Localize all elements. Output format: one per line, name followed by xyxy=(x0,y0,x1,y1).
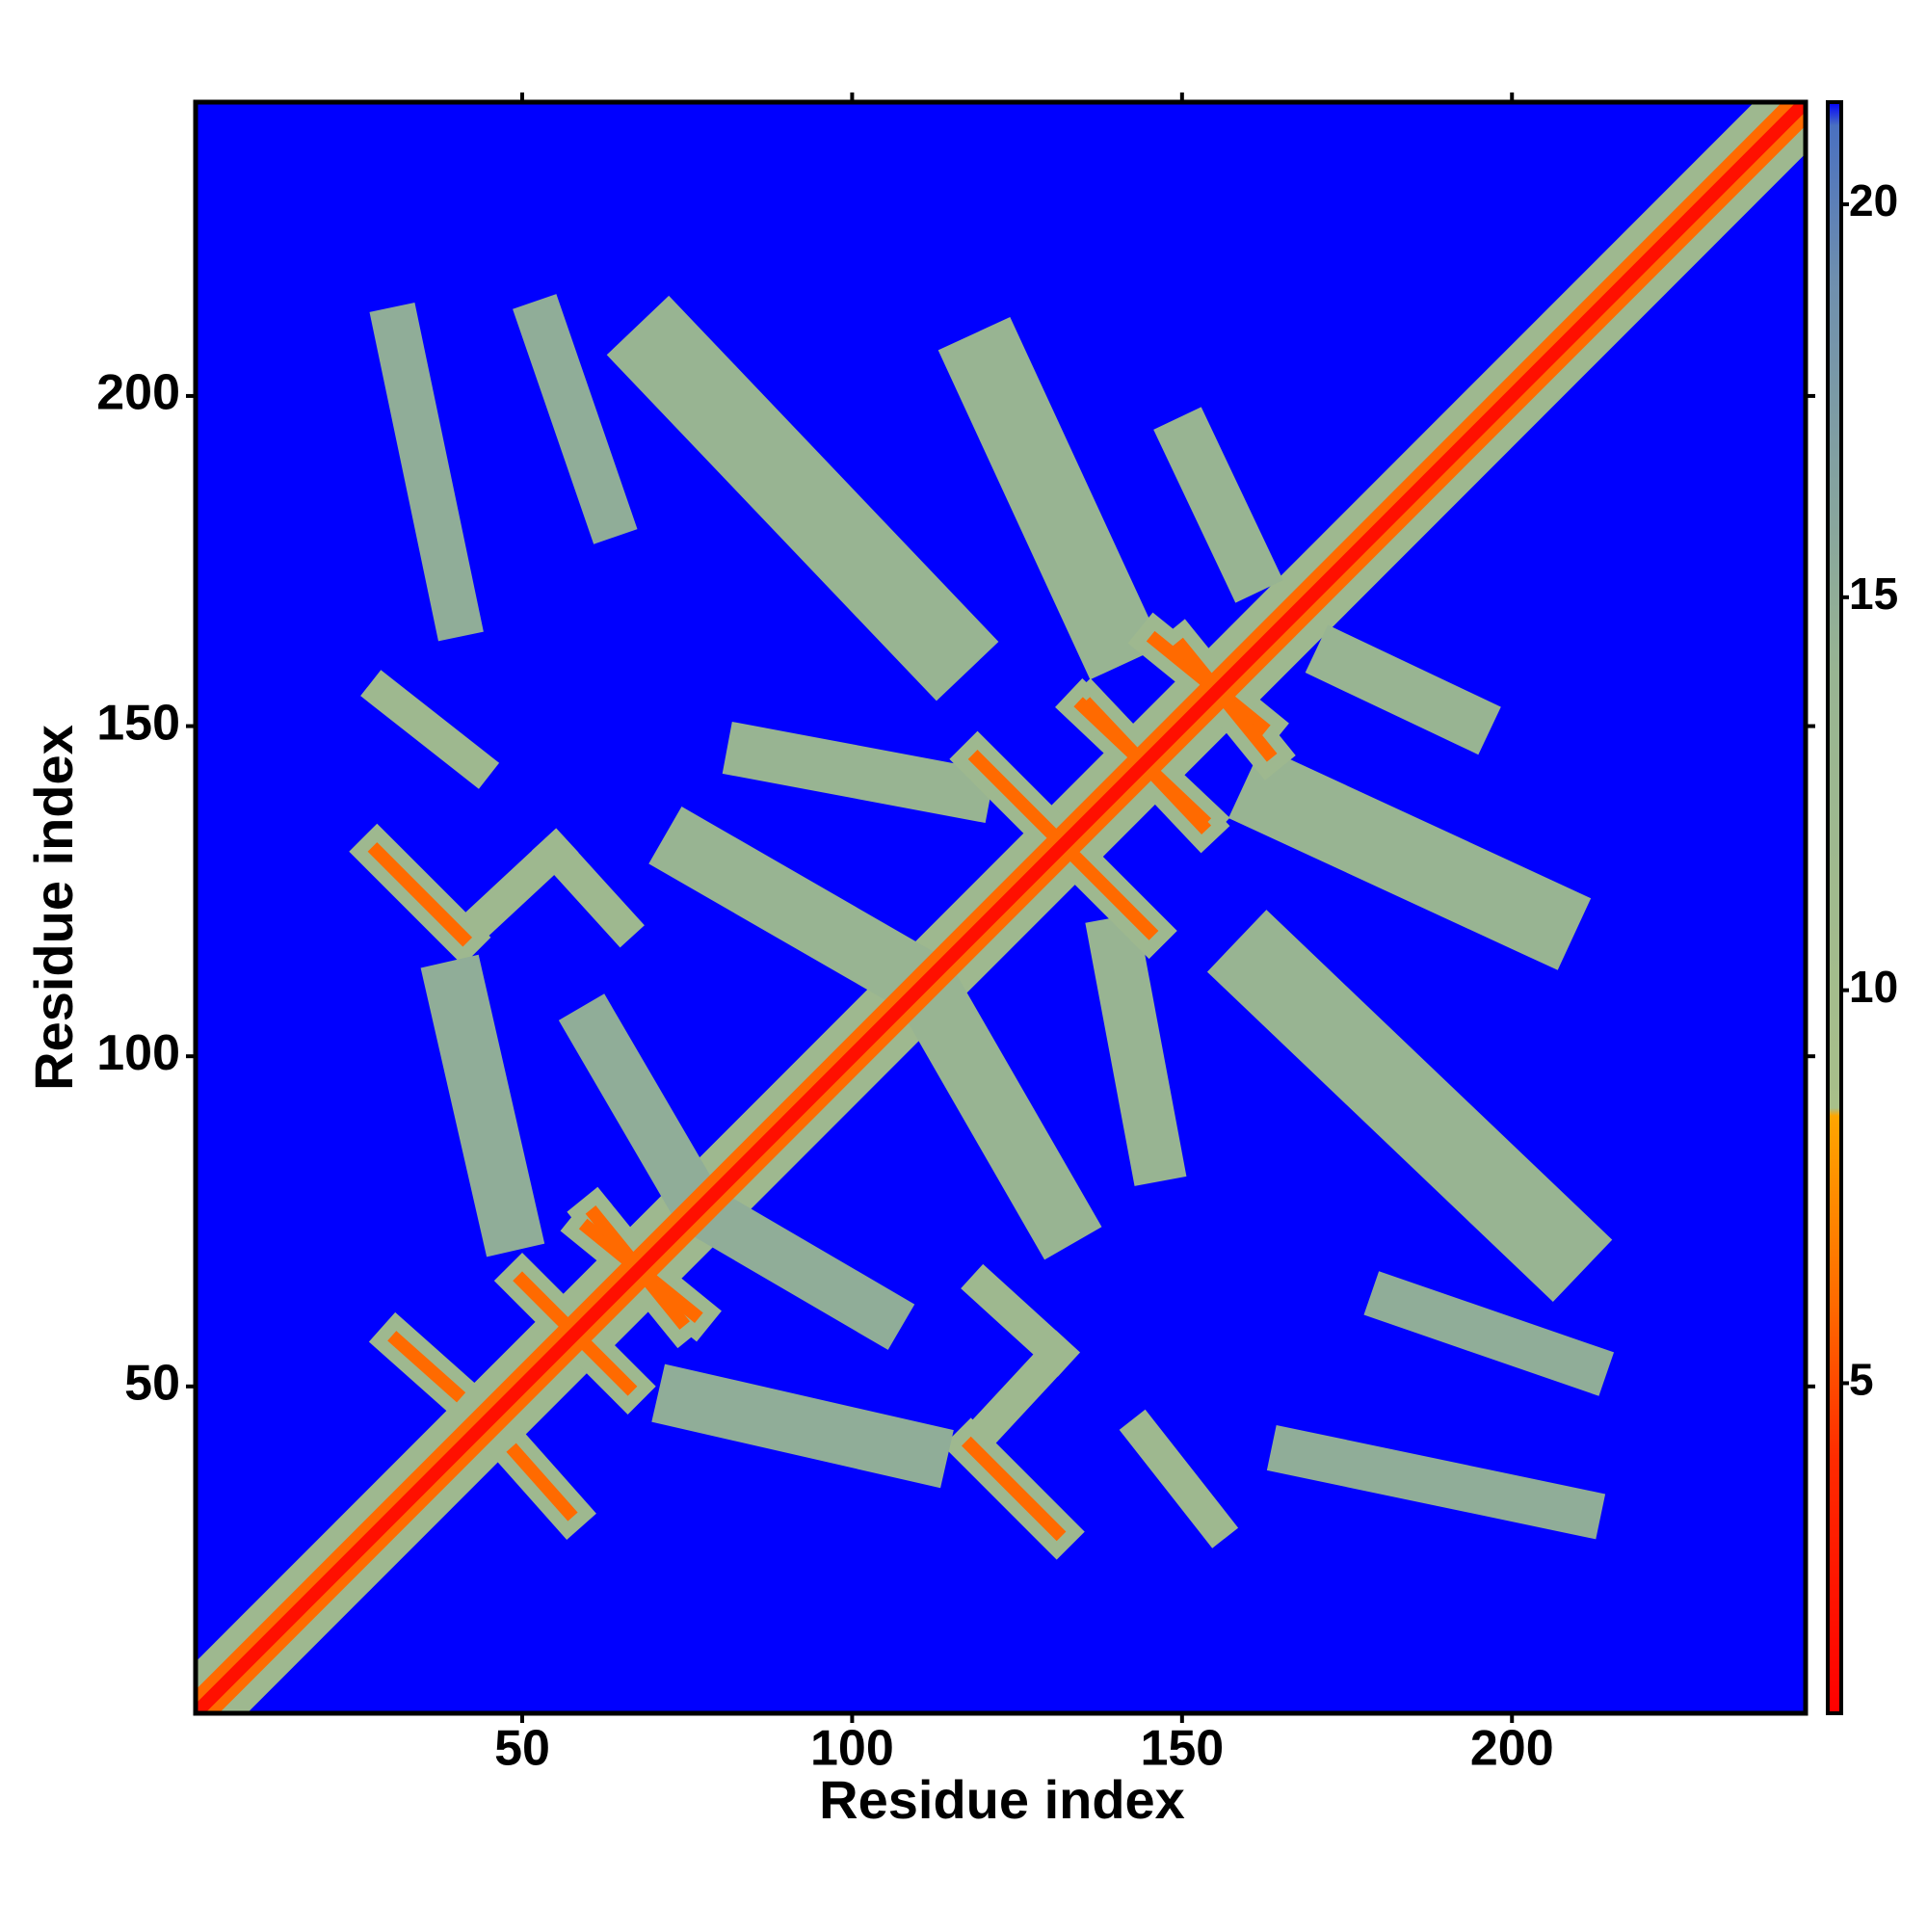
contact-band-mirror xyxy=(651,1363,954,1489)
colorbar-tick-label: 5 xyxy=(1849,1355,1874,1405)
contact-band-mirror xyxy=(885,951,1102,1260)
colorbar-tick-label: 20 xyxy=(1849,175,1898,225)
x-tick-label: 50 xyxy=(494,1721,550,1777)
colorbar xyxy=(1826,100,1843,1715)
contact-band xyxy=(439,828,579,962)
contact-band-mirror xyxy=(1173,637,1278,762)
x-tick-label: 150 xyxy=(1140,1721,1224,1777)
x-axis-title: Residue index xyxy=(819,1769,1185,1830)
contact-band xyxy=(369,303,484,642)
contact-band-mirror xyxy=(1363,1271,1615,1396)
contact-band xyxy=(513,294,638,544)
contact-band xyxy=(558,993,724,1225)
y-tick-label: 50 xyxy=(124,1356,180,1412)
contact-band-mirror xyxy=(947,1330,1080,1469)
contact-band-mirror xyxy=(506,1442,578,1522)
colorbar-tick-label: 10 xyxy=(1849,962,1898,1012)
y-tick-label: 200 xyxy=(96,365,180,421)
x-tick-label: 100 xyxy=(810,1721,894,1777)
contact-band-mirror xyxy=(683,1185,915,1350)
contact-band xyxy=(420,954,545,1257)
contact-band-mirror xyxy=(961,1263,1080,1377)
x-tick-label: 200 xyxy=(1470,1721,1554,1777)
contact-band xyxy=(648,806,957,1022)
contact-band-mirror xyxy=(961,1436,1067,1542)
contact-band xyxy=(937,317,1163,680)
contact-band xyxy=(360,670,500,789)
contact-band-mirror xyxy=(1228,746,1592,970)
y-axis-title: Residue index xyxy=(23,725,84,1091)
y-tick-label: 150 xyxy=(96,695,180,751)
contact-band xyxy=(1153,407,1283,603)
contact-band-mirror xyxy=(1085,913,1187,1186)
contact-band-mirror xyxy=(1206,910,1613,1302)
plot-frame xyxy=(193,99,1808,1716)
contact-band-mirror xyxy=(196,102,1806,1713)
contact-band xyxy=(367,842,473,947)
contact-band-mirror xyxy=(1305,624,1501,755)
y-tick-label: 100 xyxy=(96,1025,180,1081)
colorbar-tick-label: 15 xyxy=(1849,569,1898,619)
contact-band xyxy=(722,721,995,824)
contact-band-mirror xyxy=(1266,1424,1606,1540)
contact-band xyxy=(606,295,999,701)
heatmap xyxy=(196,102,1806,1713)
contact-band xyxy=(532,828,645,948)
contact-band-mirror xyxy=(1119,1409,1239,1548)
contact-band xyxy=(387,1331,466,1403)
